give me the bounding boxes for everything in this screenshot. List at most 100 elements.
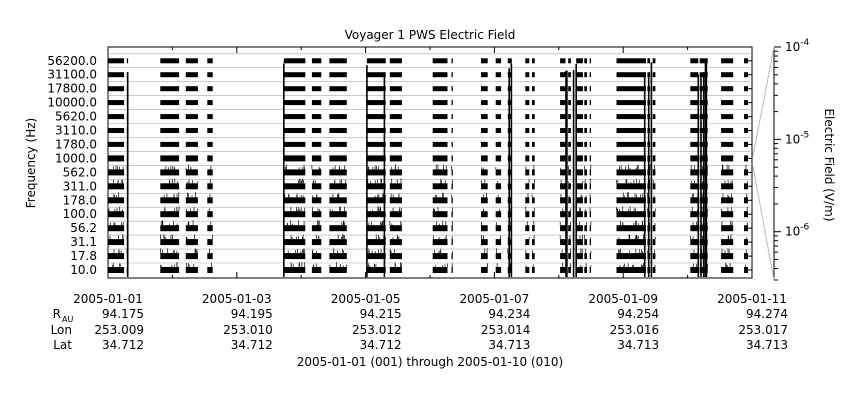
data-strip — [525, 155, 530, 162]
data-strip — [432, 211, 448, 218]
data-strip — [329, 100, 347, 106]
data-strip — [366, 267, 386, 273]
data-strip — [584, 211, 587, 218]
data-strip — [560, 114, 566, 120]
data-strip — [329, 169, 347, 176]
data-strip — [652, 253, 656, 260]
data-strip — [568, 72, 571, 78]
data-strip — [690, 100, 699, 106]
data-strip — [329, 225, 347, 232]
data-strip — [481, 114, 488, 120]
colorbar-tick-label: 10-4 — [785, 38, 810, 54]
ephemeris-value: 34.712 — [360, 338, 402, 352]
data-strip — [329, 267, 347, 273]
data-strip — [568, 197, 571, 204]
data-strip — [525, 211, 530, 218]
data-strip — [652, 86, 656, 92]
data-strip — [389, 141, 402, 147]
y-axis-label: Frequency (Hz) — [24, 118, 38, 209]
data-strip — [432, 267, 448, 273]
data-strip — [699, 128, 706, 133]
data-strip — [699, 211, 706, 218]
data-strip — [207, 197, 213, 204]
data-strip — [481, 197, 488, 204]
data-strip — [699, 72, 706, 78]
data-strip — [207, 267, 213, 273]
data-strip — [329, 183, 347, 190]
data-strip — [744, 239, 748, 246]
data-strip — [108, 155, 125, 162]
data-strip — [160, 141, 180, 147]
data-strip — [721, 239, 734, 246]
data-strip — [160, 211, 180, 218]
data-strip — [389, 128, 402, 133]
data-strip — [329, 128, 347, 133]
data-strip — [589, 253, 591, 260]
data-strip — [532, 267, 535, 273]
data-strip — [311, 72, 322, 78]
data-strip — [432, 239, 448, 246]
data-strip — [690, 141, 699, 147]
data-strip — [160, 72, 180, 78]
data-strip — [690, 239, 699, 246]
data-strip — [389, 197, 402, 204]
data-strip — [311, 225, 322, 232]
data-strip — [283, 72, 306, 78]
data-strip — [576, 169, 583, 176]
data-strip — [432, 169, 448, 176]
data-strip — [532, 72, 535, 78]
data-strip — [584, 225, 587, 232]
data-strip — [525, 183, 530, 190]
ephemeris-value: 253.009 — [94, 323, 144, 337]
data-strip — [366, 72, 386, 78]
data-strip — [366, 253, 386, 260]
data-strip — [481, 86, 488, 92]
data-strip — [495, 253, 502, 260]
data-strip — [108, 169, 125, 176]
data-strip — [185, 267, 198, 273]
data-strip — [568, 141, 571, 147]
data-strip — [108, 58, 125, 64]
data-strip — [532, 155, 535, 162]
data-strip — [185, 141, 198, 147]
y-tick-label: 178.0 — [63, 193, 97, 207]
data-strip — [576, 86, 583, 92]
x-axis: 2005-01-01 2005-01-03 2005-01-05 2005-01-07… — [73, 47, 787, 306]
data-strip — [160, 253, 180, 260]
data-strip — [744, 253, 748, 260]
data-strip — [311, 211, 322, 218]
data-strip — [584, 197, 587, 204]
data-strip — [451, 183, 453, 190]
data-strip — [481, 72, 488, 78]
x-tick-label: 2005-01-05 — [331, 292, 401, 306]
data-strip — [207, 114, 213, 120]
data-strip — [699, 155, 706, 162]
data-strip — [329, 114, 347, 120]
data-strip — [744, 169, 748, 176]
data-strip — [532, 86, 535, 92]
data-strip — [690, 183, 699, 190]
data-strip — [495, 100, 502, 106]
data-strip — [283, 155, 306, 162]
data-strip — [481, 58, 488, 64]
data-strip — [652, 155, 656, 162]
data-strip — [705, 58, 708, 64]
data-strip — [283, 183, 306, 190]
data-strip — [160, 239, 180, 246]
data-strip — [495, 211, 502, 218]
data-strip — [283, 58, 306, 64]
colorbar-tick-label: 10-6 — [785, 223, 810, 239]
data-strip — [584, 58, 587, 64]
ephemeris-value: 253.016 — [610, 323, 660, 337]
data-strip — [576, 72, 583, 78]
data-strip — [721, 100, 734, 106]
data-strip — [432, 253, 448, 260]
data-strip — [185, 128, 198, 133]
data-strip — [690, 169, 699, 176]
data-strip — [690, 225, 699, 232]
x-tick-label: 2005-01-01 — [73, 292, 143, 306]
data-strip — [690, 58, 699, 64]
y-tick-label: 100.0 — [63, 207, 97, 221]
ephemeris-row-label-subscript: AU — [62, 315, 73, 324]
